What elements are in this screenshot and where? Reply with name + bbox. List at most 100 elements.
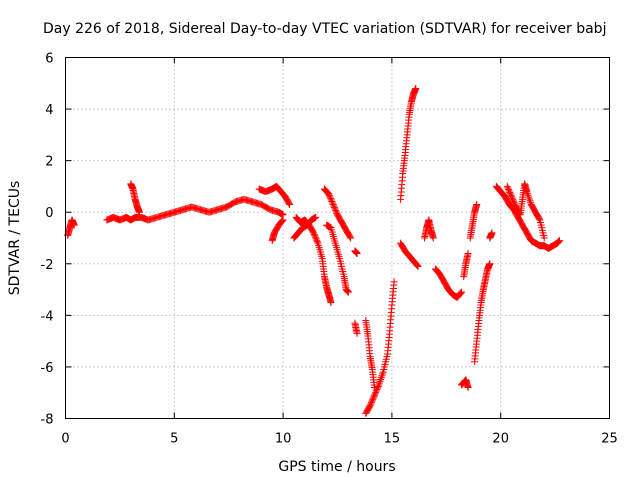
data-point [375, 379, 383, 387]
data-point [286, 200, 294, 208]
data-point [312, 235, 320, 243]
data-point [506, 190, 514, 198]
data-point [312, 213, 320, 221]
data-point [507, 191, 515, 199]
data-point [135, 208, 143, 216]
data-point [508, 194, 516, 202]
data-point [376, 377, 384, 385]
data-point [508, 193, 516, 201]
data-point [412, 84, 420, 92]
data-point [353, 249, 361, 257]
data-point [413, 262, 421, 270]
plot-frame [65, 57, 610, 419]
data-point [367, 399, 375, 407]
data-point [371, 390, 379, 398]
chart-title: Day 226 of 2018, Sidereal Day-to-day VTE… [43, 21, 606, 37]
data-point [327, 298, 335, 306]
data-point [516, 210, 524, 218]
y-tick-label: 2 [45, 155, 53, 170]
data-point [332, 206, 340, 214]
data-points [64, 84, 563, 417]
y-tick-label: 4 [45, 103, 53, 118]
data-point [285, 199, 293, 207]
data-point [458, 288, 466, 296]
data-point [510, 199, 518, 207]
data-point [328, 198, 336, 206]
data-point [464, 384, 472, 392]
x-axis-label: GPS time / hours [278, 459, 395, 475]
data-point [310, 229, 318, 237]
data-point [429, 234, 437, 242]
data-point [279, 216, 287, 224]
data-point [540, 234, 548, 242]
data-point [329, 199, 337, 207]
data-point [374, 382, 382, 390]
data-point [414, 262, 422, 270]
data-point [370, 393, 378, 401]
data-point [366, 402, 374, 410]
data-point [313, 236, 321, 244]
data-point [278, 217, 286, 225]
data-point [325, 192, 333, 200]
x-tick-label: 0 [61, 432, 69, 447]
y-tick-label: 0 [45, 206, 53, 221]
data-point [330, 202, 338, 210]
data-point [313, 238, 321, 246]
data-point [278, 217, 286, 225]
x-tick-label: 15 [384, 432, 401, 447]
y-tick-label: 6 [45, 52, 53, 67]
data-point [329, 200, 337, 208]
y-tick-label: -8 [41, 413, 54, 428]
data-point [509, 197, 517, 205]
data-point [346, 233, 354, 241]
data-point [488, 229, 496, 237]
data-point [327, 196, 335, 204]
data-point [326, 193, 334, 201]
data-point [456, 290, 464, 298]
data-point [331, 205, 339, 213]
data-point [332, 208, 340, 216]
data-point [373, 385, 381, 393]
data-point [509, 196, 517, 204]
data-point [347, 234, 355, 242]
data-point [330, 203, 338, 211]
data-point [390, 278, 398, 286]
data-point [379, 370, 387, 378]
y-axis-label: SDTVAR / TECUs [7, 181, 23, 296]
x-tick-label: 25 [601, 432, 618, 447]
data-point [504, 184, 512, 192]
data-point [535, 215, 543, 223]
data-point [486, 260, 494, 268]
data-point [377, 374, 385, 382]
y-tick-labels: -8 -6 -4 -2 0 2 4 6 [41, 52, 54, 428]
data-point [372, 387, 380, 395]
x-tick-labels: 0 5 10 15 20 25 [61, 432, 617, 447]
data-point [311, 233, 319, 241]
data-point [344, 288, 352, 296]
data-point [473, 200, 481, 208]
data-point [525, 195, 533, 203]
data-point [511, 200, 519, 208]
data-point [503, 182, 511, 190]
data-point [378, 372, 386, 380]
data-point [374, 384, 382, 392]
y-tick-label: -4 [41, 309, 54, 324]
data-point [327, 195, 335, 203]
data-point [369, 396, 377, 404]
data-point [311, 232, 319, 240]
x-tick-label: 20 [492, 432, 509, 447]
data-point [370, 391, 378, 399]
data-point [504, 185, 512, 193]
data-point [372, 388, 380, 396]
data-point [369, 394, 377, 402]
data-point [377, 375, 385, 383]
data-point [506, 188, 514, 196]
data-point [368, 397, 376, 405]
data-point [367, 400, 375, 408]
data-point [505, 187, 513, 195]
data-point [464, 249, 472, 257]
data-point [457, 289, 465, 297]
y-tick-label: -6 [41, 361, 54, 376]
data-point [70, 221, 78, 229]
